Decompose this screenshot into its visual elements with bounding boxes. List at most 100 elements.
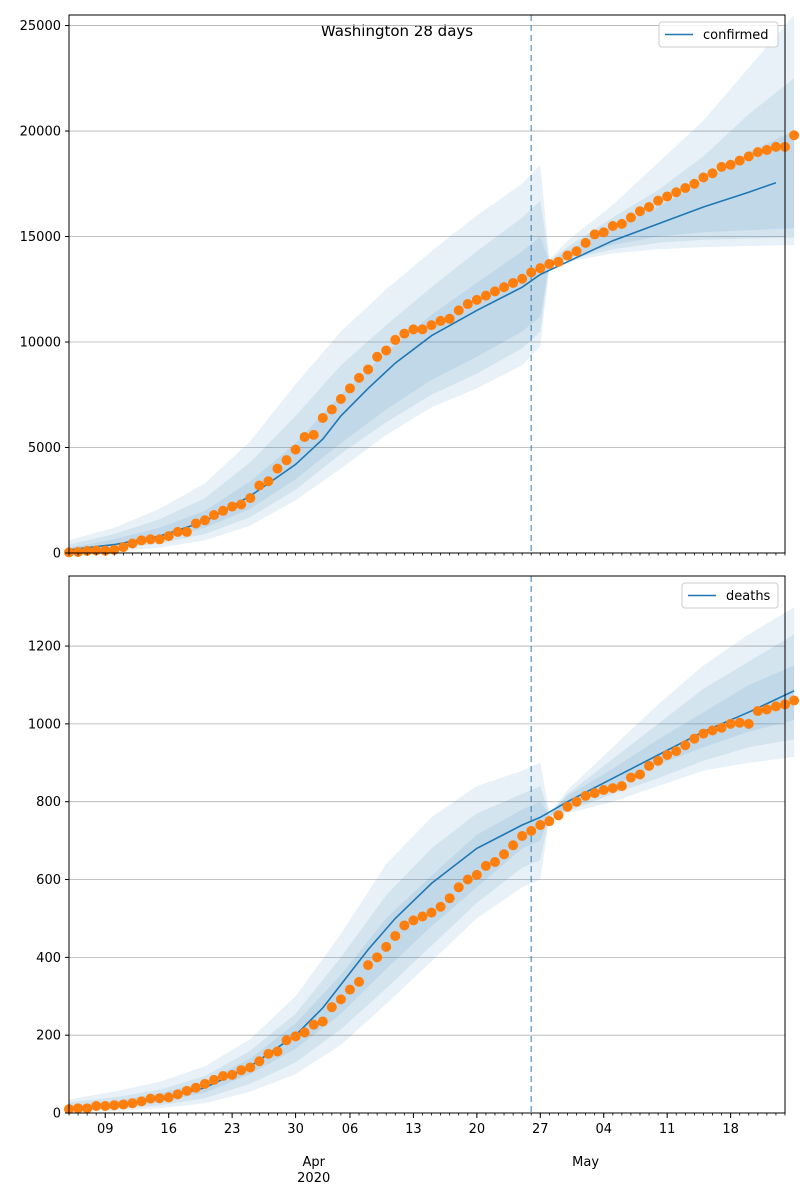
observed-point <box>109 544 120 555</box>
observed-point <box>272 1046 283 1057</box>
uncertainty-band <box>69 15 795 553</box>
observed-point <box>399 920 410 931</box>
observed-point <box>462 299 473 310</box>
observed-point <box>435 315 446 326</box>
observed-point <box>354 372 365 383</box>
observed-point <box>73 546 84 557</box>
x-tick-label: 04 <box>595 1122 612 1137</box>
observed-point <box>344 383 355 394</box>
confirmed-panel: Washington 28 days 0 5000 10000 15000 20000 2… <box>20 14 800 562</box>
observed-point <box>317 412 328 423</box>
observed-point <box>109 1100 120 1111</box>
observed-point <box>227 1069 238 1080</box>
observed-point <box>789 695 800 706</box>
x-tick-label: 06 <box>342 1122 359 1137</box>
observed-point <box>435 901 446 912</box>
uncertainty-band <box>69 607 795 1113</box>
observed-point <box>517 273 528 284</box>
observed-point <box>789 130 800 141</box>
observed-point <box>344 984 355 995</box>
legend-box <box>658 21 779 48</box>
month-label: May <box>572 1155 599 1170</box>
y-tick-label: 15000 <box>20 230 61 245</box>
x-tick-label: 09 <box>97 1122 114 1137</box>
observed-point <box>299 1027 310 1038</box>
observed-point <box>680 740 691 751</box>
observed-point <box>308 1019 319 1030</box>
y-tick-label: 0 <box>53 547 61 562</box>
observed-point <box>326 404 337 415</box>
observed-point <box>770 141 781 152</box>
observed-point <box>335 994 346 1005</box>
observed-point <box>580 237 591 248</box>
axes-frame <box>68 14 786 554</box>
observed-point <box>290 1031 301 1042</box>
y-tick-label: 800 <box>36 795 61 810</box>
observed-point <box>172 526 183 537</box>
x-tick-label: 20 <box>469 1122 486 1137</box>
observed-point <box>145 534 156 545</box>
observed-point <box>172 1089 183 1100</box>
observed-point <box>245 1062 256 1073</box>
month-label: Apr <box>302 1155 325 1170</box>
observed-point <box>154 1093 165 1104</box>
observed-point <box>680 183 691 194</box>
observed-point <box>453 305 464 316</box>
observed-point <box>499 282 510 293</box>
observed-point <box>725 718 736 729</box>
observed-point <box>716 161 727 172</box>
observed-point <box>426 320 437 331</box>
observed-point <box>625 212 636 223</box>
observed-point <box>390 930 401 941</box>
observed-point <box>480 290 491 301</box>
year-label: 2020 <box>297 1171 330 1186</box>
observed-point <box>499 849 510 860</box>
legend-label: deaths <box>726 589 771 604</box>
observed-point <box>743 718 754 729</box>
observed-point <box>444 893 455 904</box>
observed-point <box>408 324 419 335</box>
observed-point <box>616 218 627 229</box>
legend-box <box>681 582 779 609</box>
observed-point <box>471 294 482 305</box>
observed-point <box>535 263 546 274</box>
observed-point <box>118 1099 129 1110</box>
observed-point <box>190 1082 201 1093</box>
observed-point <box>444 313 455 324</box>
observed-point <box>181 1085 192 1096</box>
observed-point <box>644 760 655 771</box>
observed-point <box>354 976 365 987</box>
observed-point <box>100 1100 111 1111</box>
observed-point <box>381 941 392 952</box>
observed-point <box>589 229 600 240</box>
observed-point <box>154 534 165 545</box>
observed-point <box>163 1092 174 1103</box>
observed-point <box>671 187 682 198</box>
observed-point <box>562 801 573 812</box>
observed-point <box>199 515 210 526</box>
observed-point <box>544 816 555 827</box>
axes-frame <box>68 575 786 1114</box>
observed-point <box>707 725 718 736</box>
observed-point <box>272 463 283 474</box>
x-tick-label: 13 <box>405 1122 422 1137</box>
observed-point <box>480 860 491 871</box>
observed-point <box>381 345 392 356</box>
observed-point <box>335 393 346 404</box>
x-tick-label: 27 <box>532 1122 549 1137</box>
observed-point <box>589 788 600 799</box>
y-tick-label: 200 <box>36 1029 61 1044</box>
observed-point <box>698 172 709 183</box>
chart-title: Washington 28 days <box>321 22 473 40</box>
observed-point <box>598 227 609 238</box>
observed-point <box>281 455 292 466</box>
legend: deaths <box>681 582 779 609</box>
legend-label: confirmed <box>703 28 769 43</box>
observed-point <box>526 825 537 836</box>
observed-point <box>263 476 274 487</box>
observed-point <box>236 1065 247 1076</box>
observed-point <box>607 220 618 231</box>
observed-point <box>136 535 147 546</box>
observed-point <box>462 874 473 885</box>
